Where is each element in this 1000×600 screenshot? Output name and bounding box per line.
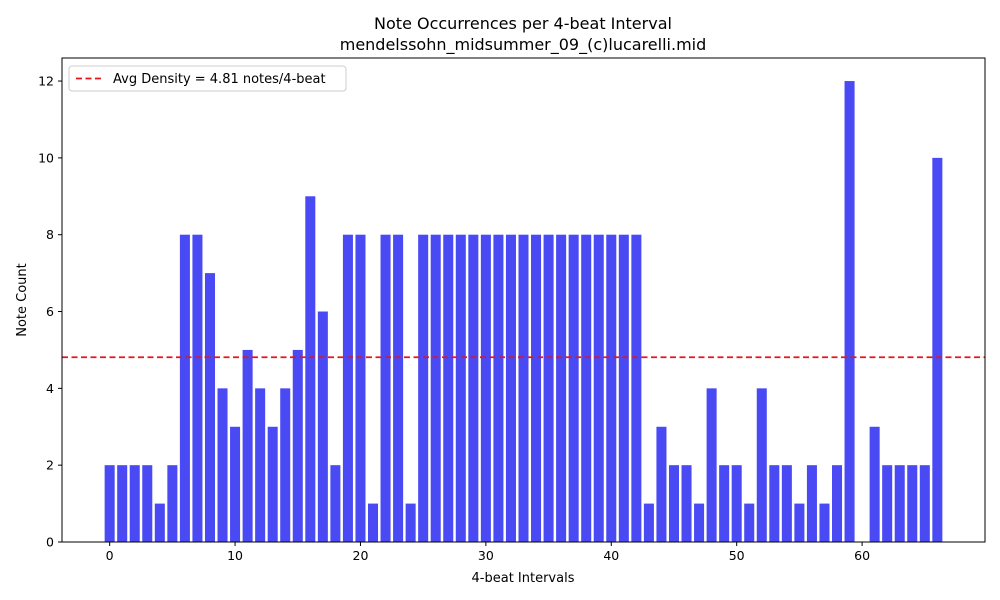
bar [731,465,742,542]
bar [204,273,215,542]
bar [656,426,667,542]
bar [694,503,705,542]
bar [794,503,805,542]
y-axis-label: Note Count [15,263,30,337]
bar [342,234,353,542]
x-tick-label: 60 [854,548,870,563]
bar [744,503,755,542]
bar [179,234,190,542]
bar [894,465,905,542]
bar [242,349,253,542]
bar [355,234,366,542]
bar [518,234,529,542]
bar [380,234,391,542]
y-tick-label: 10 [38,150,54,165]
y-tick-label: 4 [46,381,54,396]
x-axis-ticks: 0 10 20 30 40 50 60 [106,542,870,563]
y-tick-label: 6 [46,304,54,319]
legend-label: Avg Density = 4.81 notes/4-beat [113,72,326,87]
bar [317,311,328,542]
x-tick-label: 40 [603,548,619,563]
x-tick-label: 10 [227,548,243,563]
bar [443,234,454,542]
bar [556,234,567,542]
bar [932,157,943,542]
x-tick-label: 30 [478,548,494,563]
bar [330,465,341,542]
bar [430,234,441,542]
bar [643,503,654,542]
bar [255,388,266,542]
bar [681,465,692,542]
y-tick-label: 8 [46,227,54,242]
bar [493,234,504,542]
x-tick-label: 50 [729,548,745,563]
bar [719,465,730,542]
bar [832,465,843,542]
bar [280,388,291,542]
bar [480,234,491,542]
bar [217,388,228,542]
bar [781,465,792,542]
x-axis-label: 4-beat Intervals [472,571,575,586]
bar [505,234,516,542]
x-tick-label: 20 [353,548,369,563]
bar [631,234,642,542]
bar [154,503,165,542]
bar [668,465,680,542]
y-axis-ticks: 0 2 4 6 8 10 12 [38,74,62,550]
bar [543,234,554,542]
y-tick-label: 12 [38,74,54,89]
y-tick-label: 0 [46,535,54,550]
bar [593,234,604,542]
bar [167,465,178,542]
bar [129,465,140,542]
bar [919,465,930,542]
chart-title: Note Occurrences per 4-beat Interval [374,14,672,33]
bar [418,234,429,542]
bar [142,465,153,542]
legend: Avg Density = 4.81 notes/4-beat [68,65,347,92]
bar [907,465,918,542]
bar [756,388,767,542]
bar [393,234,404,542]
bars-group [104,81,943,543]
bar [769,465,780,542]
bar [844,81,855,543]
bar [192,234,203,542]
bar [882,465,893,542]
bar [405,503,416,542]
bar [606,234,617,542]
bar [267,426,278,542]
bar [468,234,479,542]
bar [230,426,241,542]
bar [581,234,592,542]
bar [531,234,542,542]
plot-frame [61,57,986,543]
bar [869,426,880,542]
bar [104,465,115,542]
legend-box [68,65,347,92]
y-tick-label: 2 [46,458,54,473]
bar [618,234,629,542]
bar [455,234,466,542]
bar [367,503,379,542]
bar [806,465,817,542]
bar [819,503,830,542]
bar [568,234,579,542]
bar [292,349,303,542]
bar [117,465,128,542]
chart-subtitle: mendelssohn_midsummer_09_(c)lucarelli.mi… [340,35,707,55]
bar [706,388,717,542]
x-tick-label: 0 [106,548,114,563]
bar [305,196,316,543]
